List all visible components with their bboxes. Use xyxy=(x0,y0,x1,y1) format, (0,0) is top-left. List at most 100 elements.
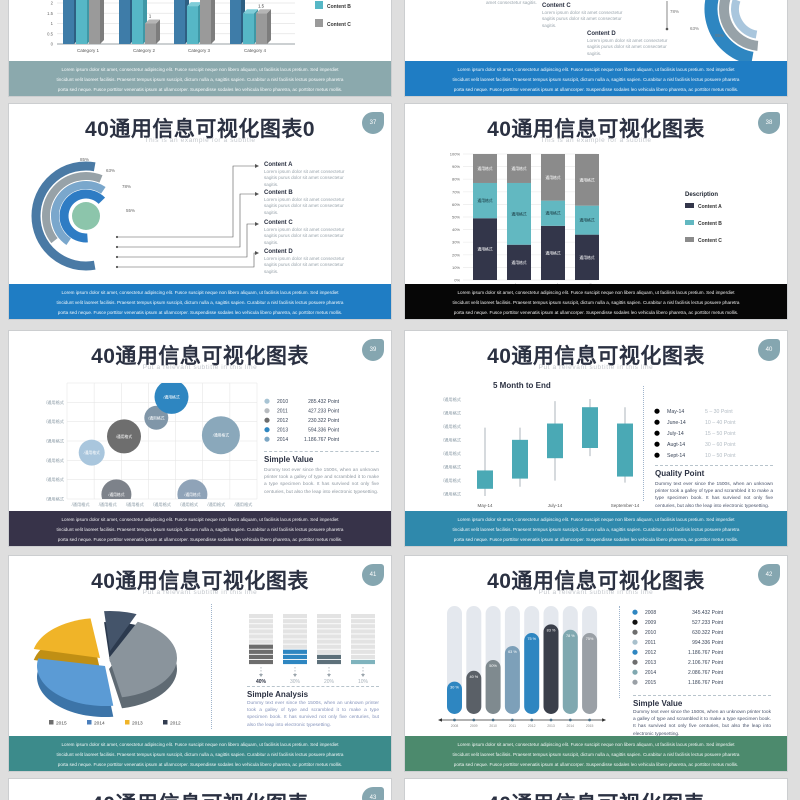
text-fragment: amet consectetur sagitis. xyxy=(486,0,537,5)
legend-dot xyxy=(264,408,270,414)
text-shape: 2009 xyxy=(645,620,656,626)
page-number-badge: 38 xyxy=(758,112,780,134)
text-shape: May-14 xyxy=(477,503,493,508)
slide-thumbnail-43[interactable]: 40通用信息可视化图表 43 xyxy=(8,778,392,800)
legend-dot xyxy=(654,452,660,458)
text-shape: 20% xyxy=(324,679,335,685)
div-shape: Lorem ipsum dolor sit amet consectetur s… xyxy=(264,227,345,245)
slide-subtitle: Put a relevant subtitle in this line xyxy=(142,364,258,371)
timeline-dot xyxy=(588,718,591,722)
text-shape: 83 % xyxy=(547,628,556,632)
text-shape: 63 % xyxy=(508,650,517,654)
slide-thumbnail-36-right[interactable]: 78% 63% 85% amet consectetur sagitis. Conten… xyxy=(404,0,788,97)
pie-slice xyxy=(104,611,137,651)
legend-dot xyxy=(632,679,638,685)
text-shape: 2012 xyxy=(528,724,536,728)
div-shape: Lorem ipsum dolor sit amet consectetur s… xyxy=(264,197,345,215)
text-shape: /通用格式 xyxy=(116,434,132,439)
legend-dot xyxy=(632,669,638,675)
page-number-badge: 39 xyxy=(362,339,384,361)
stripe xyxy=(249,649,273,654)
legend-dot xyxy=(654,419,660,425)
page-number-badge: 41 xyxy=(362,564,384,586)
legend-dot xyxy=(264,417,270,423)
bar-top xyxy=(145,19,160,24)
stack-segment xyxy=(473,154,497,183)
stripe xyxy=(351,654,375,659)
text-shape: 20% xyxy=(452,252,460,257)
text-shape: /通用格式 xyxy=(213,433,229,438)
stripe xyxy=(317,624,341,629)
stripe xyxy=(317,629,341,634)
text-shape: 594.336 Point xyxy=(308,428,339,434)
legend-dot xyxy=(264,436,270,442)
stripe xyxy=(283,629,307,634)
text-shape: 427.233 Point xyxy=(308,409,339,415)
text-shape: 285.432 Point xyxy=(308,399,339,405)
timeline-dot xyxy=(511,718,514,722)
text-shape: /通用格式 xyxy=(46,418,65,425)
text-shape: /通用格式 xyxy=(153,501,172,508)
slide-caption-bar: Lorem ipsum dolor sit amet, consectetur … xyxy=(9,511,391,546)
connector-line xyxy=(117,165,255,238)
slide-thumbnail-42[interactable]: 40通用信息可视化图表 Put a relevant subtitle in t… xyxy=(404,555,788,772)
text-shape: /通用格式 xyxy=(443,464,462,471)
timeline-dot xyxy=(568,718,572,722)
pie-slice xyxy=(37,658,114,706)
bubble xyxy=(177,479,208,499)
panel-heading: Simple Value xyxy=(633,699,683,708)
connector-line xyxy=(117,223,255,258)
bar-side xyxy=(267,9,271,44)
slide-thumbnail-36-left[interactable]: 2 1.5 1 0.5 0 Category 1 Category 2 Category 3 C… xyxy=(8,0,392,97)
text-shape: 40 % xyxy=(469,675,478,679)
panel-heading: Simple Value xyxy=(264,455,314,464)
stripe xyxy=(317,634,341,639)
panel-heading: Quality Point xyxy=(655,469,705,478)
text-shape: 1 xyxy=(149,14,152,19)
slide-thumbnail-44[interactable]: 40通用信息可视化图表 xyxy=(404,778,788,800)
text-shape: 2010 xyxy=(277,399,288,405)
text-shape: 2013 xyxy=(547,724,555,728)
text-shape: 75% xyxy=(586,637,594,641)
text-shape: 2013 xyxy=(645,660,656,666)
stripe xyxy=(283,634,307,639)
polygon-shape xyxy=(293,674,297,677)
svg-shape: /通用格式/通用格式/通用格式/通用格式/通用格式/通用格式/通用格式/通用格式… xyxy=(443,396,736,508)
text-shape: 78% xyxy=(670,9,679,14)
slide-thumbnail-40[interactable]: 40通用信息可视化图表 Put a relevant subtitle in t… xyxy=(404,330,788,547)
text-shape: September-14 xyxy=(611,503,640,508)
text-shape: 通用格式 xyxy=(545,250,560,255)
text-shape: 2014 xyxy=(645,670,656,676)
g-shape: /通用格式/通用格式/通用格式/通用格式/通用格式/通用格式/通用格式 xyxy=(78,383,240,499)
timeline-dot xyxy=(530,718,534,722)
text-shape: 40% xyxy=(256,679,267,685)
text-shape: 30% xyxy=(290,679,301,685)
arc-ring xyxy=(51,181,106,246)
candle-box xyxy=(547,423,563,459)
text-shape: Category 4 xyxy=(244,48,267,53)
slide-subtitle: Put a relevant subtitle in this line xyxy=(538,364,654,371)
stripe xyxy=(249,654,273,659)
text-shape: 2011 xyxy=(277,409,288,415)
stripe xyxy=(351,639,375,644)
slide-thumbnail-37[interactable]: 40通用信息可视化图表0 This is an example for a su… xyxy=(8,103,392,320)
bar xyxy=(119,0,130,44)
stack-segment xyxy=(575,205,599,235)
text-shape: 通用格式 xyxy=(477,166,492,171)
legend-dot xyxy=(632,629,638,635)
content-block-d: Content D Lorem ipsum dolor sit amet cons… xyxy=(264,249,356,275)
text-shape: 527.233 Point xyxy=(692,620,723,626)
text-shape: Content A xyxy=(698,204,722,210)
div-shape: Content D xyxy=(264,249,293,255)
slide-thumbnail-41[interactable]: 40通用信息可视化图表 Put a relevant subtitle in t… xyxy=(8,555,392,772)
div-shape: Lorem ipsum dolor sit amet consectetur s… xyxy=(542,10,623,28)
stripe xyxy=(283,649,307,654)
slide-thumbnail-38[interactable]: 40通用信息可视化图表 This is an example for a sub… xyxy=(404,103,788,320)
chart-bubble: /通用格式/通用格式/通用格式/通用格式/通用格式/通用格式/通用格式/通用格式… xyxy=(9,331,391,546)
stripe xyxy=(351,659,375,665)
slide-thumbnail-39[interactable]: 40通用信息可视化图表 Put a relevant subtitle in t… xyxy=(8,330,392,547)
legend-dot xyxy=(264,398,270,404)
bar xyxy=(132,0,143,44)
polygon-shape xyxy=(438,718,442,722)
timeline-dot xyxy=(472,718,476,722)
